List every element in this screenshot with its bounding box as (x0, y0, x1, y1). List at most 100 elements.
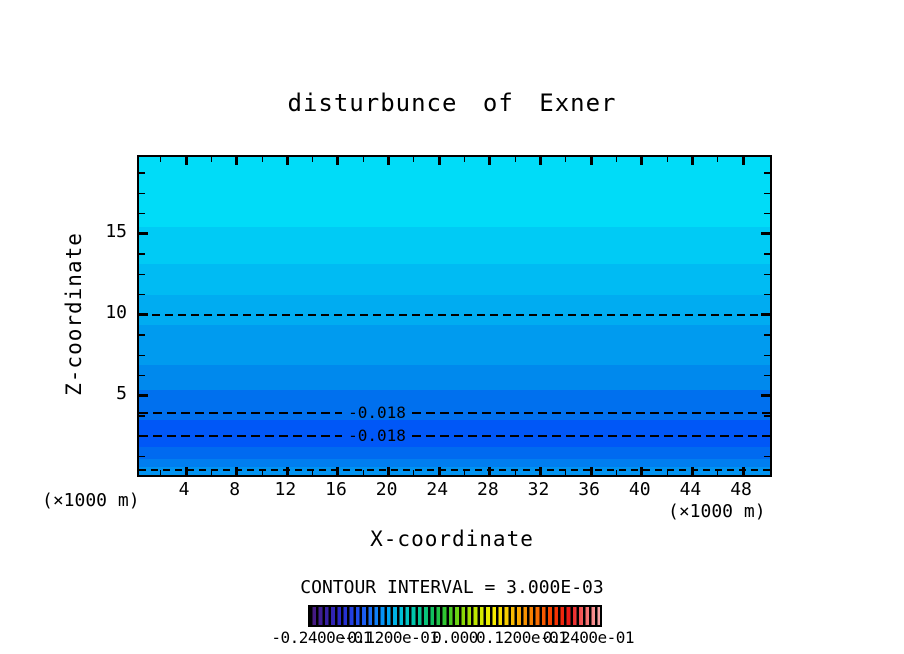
y-tick-right (761, 232, 770, 236)
contour-interval-note: CONTOUR INTERVAL = 3.000E-03 (300, 577, 604, 598)
y-tick-right (764, 435, 770, 438)
fill-band (139, 419, 770, 447)
y-tick-right (764, 253, 770, 255)
x-tick-top (690, 157, 694, 165)
x-tick-bottom (437, 467, 441, 475)
y-tick-right (764, 273, 770, 276)
y-tick-left (139, 212, 145, 215)
y-tick-right (764, 354, 770, 357)
x-tick-top (210, 157, 212, 162)
contour-line-segment (139, 434, 342, 437)
x-tick-top (488, 157, 492, 165)
y-tick-right (764, 334, 770, 336)
y-tick-left (139, 334, 145, 336)
x-tick-top (184, 157, 188, 165)
contour-line-label: -0.018 (348, 425, 406, 445)
y-tick-right (764, 172, 770, 174)
x-tick-top (437, 157, 441, 165)
chart-title: disturbunce of Exner (287, 89, 617, 117)
x-tick-label: 32 (527, 479, 550, 500)
x-tick-top (565, 157, 567, 162)
y-tick-left (139, 415, 145, 417)
x-tick-label: 48 (730, 479, 752, 500)
x-tick-bottom (160, 470, 162, 475)
x-tick-bottom (261, 470, 263, 475)
x-unit-label-left: (×1000 m) (42, 490, 140, 511)
y-tick-left (139, 172, 145, 174)
colorbar-tick-label: 0.000 (432, 628, 478, 647)
x-tick-label: 28 (477, 479, 499, 500)
x-tick-top (336, 157, 340, 165)
x-tick-label: 44 (679, 479, 702, 500)
y-tick-right (761, 394, 770, 398)
y-tick-left (139, 455, 145, 458)
fill-band (139, 458, 770, 467)
y-tick-label: 15 (105, 220, 127, 242)
x-tick-bottom (184, 467, 188, 475)
x-tick-bottom (362, 470, 364, 475)
x-tick-top (235, 157, 239, 165)
x-tick-bottom (312, 470, 314, 475)
x-tick-bottom (666, 470, 668, 475)
y-tick-left (139, 354, 145, 357)
x-tick-bottom (514, 470, 516, 475)
y-tick-right (764, 293, 770, 296)
x-tick-bottom (717, 470, 719, 475)
x-tick-top (160, 157, 162, 162)
y-tick-left (139, 273, 145, 276)
x-tick-bottom (336, 467, 340, 475)
y-tick-label: 10 (105, 301, 127, 323)
x-tick-bottom (285, 467, 289, 475)
y-tick-left (139, 192, 145, 195)
y-tick-right (764, 374, 770, 377)
x-tick-top (514, 157, 516, 162)
x-tick-label: 12 (274, 479, 297, 500)
contour-line-segment (139, 313, 770, 316)
x-tick-bottom (589, 467, 593, 475)
fill-band (139, 466, 770, 475)
x-tick-top (413, 157, 415, 162)
x-tick-top (285, 157, 289, 165)
x-tick-bottom (640, 467, 644, 475)
x-tick-top (362, 157, 364, 162)
x-tick-bottom (539, 467, 542, 475)
fill-band (139, 226, 770, 264)
x-tick-label: 20 (375, 479, 398, 500)
x-tick-bottom (615, 470, 617, 475)
y-tick-left (139, 435, 145, 438)
y-axis-label: Z-coordinate (62, 232, 86, 396)
x-tick-label: 8 (229, 479, 241, 500)
colorbar-tick-label: 0.1200e-01 (476, 628, 568, 647)
fill-band (139, 365, 770, 390)
x-tick-top (312, 157, 314, 162)
x-tick-top (387, 157, 391, 165)
fill-band (139, 157, 770, 227)
x-tick-bottom (464, 470, 466, 475)
x-tick-top (717, 157, 719, 162)
contour-line-segment (412, 434, 770, 437)
contour-fill-bands (139, 157, 770, 475)
contour-line-label: -0.018 (348, 402, 406, 422)
y-tick-label: 5 (116, 382, 127, 404)
contour-line-segment (139, 411, 342, 414)
x-tick-top (464, 157, 466, 162)
x-tick-label: 4 (178, 479, 190, 500)
y-tick-right (764, 192, 770, 195)
x-tick-top (640, 157, 644, 165)
x-tick-bottom (690, 467, 694, 475)
contour-line-segment (139, 469, 770, 471)
fill-band (139, 389, 770, 420)
x-tick-bottom (488, 467, 492, 475)
y-tick-left (139, 374, 145, 377)
y-tick-left (139, 253, 145, 255)
y-tick-right (764, 415, 770, 417)
x-tick-top (666, 157, 668, 162)
y-tick-left (139, 293, 145, 296)
colorbar (308, 605, 602, 627)
y-tick-left (139, 313, 148, 317)
fill-band (139, 263, 770, 295)
x-unit-label-right: (×1000 m) (668, 501, 766, 522)
x-tick-bottom (387, 467, 391, 475)
x-tick-label: 16 (325, 479, 347, 500)
y-tick-right (764, 212, 770, 215)
